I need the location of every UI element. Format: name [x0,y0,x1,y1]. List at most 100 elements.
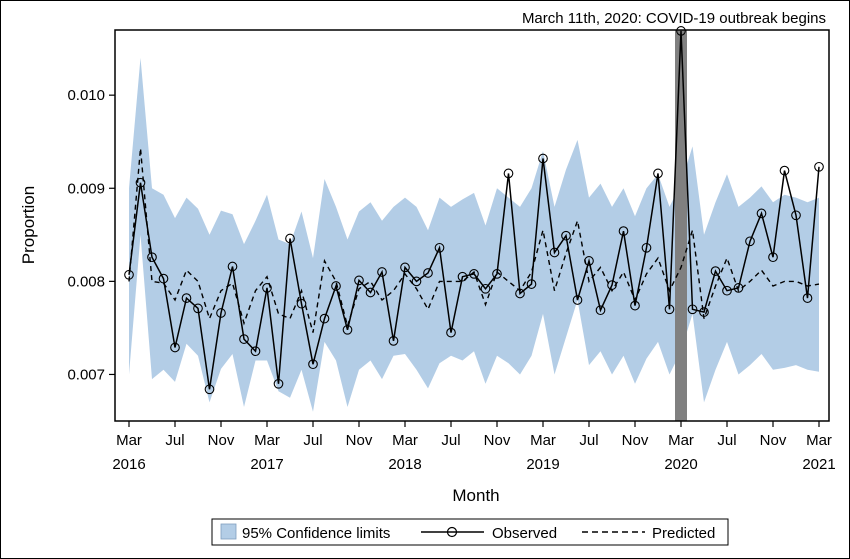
observed-point [446,327,456,338]
covid-highlight-layer [675,30,687,421]
observed-point [158,273,169,284]
observed-point [354,275,364,286]
observed-point [549,247,560,258]
observed-point [342,324,353,335]
observed-point [227,261,238,272]
y-tick-label: 0.007 [67,366,105,383]
observed-point [768,252,778,263]
x-tick-label: Mar [530,432,556,449]
observed-point [561,230,571,241]
observed-point [733,283,744,293]
confidence-band [129,57,819,412]
observed-point [779,165,790,176]
observed-layer [124,26,824,395]
observed-point [170,342,180,353]
observed-point [722,285,732,296]
observed-point [710,266,721,276]
observed-point [480,283,491,294]
observed-point [699,307,709,317]
confidence-band-layer [129,57,819,412]
x-tick-year-label: 2019 [526,456,559,473]
x-tick-label: Nov [760,432,787,449]
observed-point [584,256,594,266]
observed-point [791,210,801,221]
observed-point [250,346,261,357]
observed-point [745,236,755,247]
observed-point [618,226,629,236]
observed-point [147,252,157,263]
observed-point [181,293,192,303]
y-axis: 0.007 0.008 0.009 0.010 [67,87,115,383]
x-axis: Mar 2016 Jul Nov Mar 2017 Jul Nov Mar 2018 Jul Nov M… [112,421,836,473]
x-tick-year-label: 2021 [802,456,835,473]
predicted-layer [128,148,820,333]
y-tick-label: 0.008 [67,273,105,290]
observed-point [331,281,341,291]
x-tick-label: Jul [717,432,736,449]
y-axis-title: Proportion [19,186,38,264]
observed-point [457,271,468,282]
observed-point [595,305,606,316]
x-tick-label: Nov [622,432,649,449]
predicted-line [128,148,820,333]
observed-point [411,276,422,287]
observed-point [687,304,698,315]
legend: 95% Confidence limits Observed Predicted [211,518,729,546]
x-tick-year-label: 2020 [664,456,697,473]
legend-ci-label: 95% Confidence limits [242,525,390,542]
x-tick-label: Jul [441,432,460,449]
observed-point [423,268,433,278]
observed-point [365,287,376,298]
observed-point [572,295,583,305]
x-tick-label: Mar [392,432,418,449]
covid-highlight-bar [675,30,687,421]
observed-point [319,313,330,324]
observed-point [262,283,272,293]
x-tick-label: Nov [346,432,373,449]
observed-point [273,378,284,389]
observed-point [239,334,249,344]
observed-point [814,161,824,172]
x-tick-label: Mar [668,432,694,449]
observed-point [641,242,652,253]
x-tick-label: Mar [254,432,280,449]
x-tick-label: Nov [484,432,511,449]
x-tick-label: Jul [579,432,598,449]
observed-point [377,267,387,277]
x-tick-year-label: 2018 [388,456,421,473]
observed-point [204,384,215,395]
observed-point [515,288,525,299]
observed-point [802,293,813,303]
observed-point [135,177,146,188]
x-tick-year-label: 2016 [112,456,145,473]
legend-observed-marker [446,526,458,538]
observed-point [503,168,514,179]
observed-point [756,208,767,219]
observed-point [676,26,686,36]
x-tick-label: Jul [303,432,322,449]
plot-area-border [114,29,830,422]
observed-point [607,280,617,290]
observed-point [296,298,307,309]
observed-point [664,304,675,315]
legend-predicted-label: Predicted [652,525,715,542]
observed-point [124,269,134,280]
observed-line [128,30,820,390]
x-tick-label: Mar [116,432,142,449]
legend-box [211,518,729,546]
x-tick-label: Jul [165,432,184,449]
y-tick-label: 0.009 [67,180,105,197]
observed-point [400,262,410,273]
x-tick-label: Mar [806,432,832,449]
observed-point [285,233,295,244]
observed-point [216,308,226,318]
x-tick-year-label: 2017 [250,456,283,473]
observed-point [630,300,640,311]
observed-point [193,303,203,314]
observed-point [469,269,479,279]
observed-point [388,336,399,346]
y-tick-label: 0.010 [67,87,105,104]
legend-observed-label: Observed [492,525,557,542]
chart-annotation: March 11th, 2020: COVID-19 outbreak begi… [522,10,826,27]
